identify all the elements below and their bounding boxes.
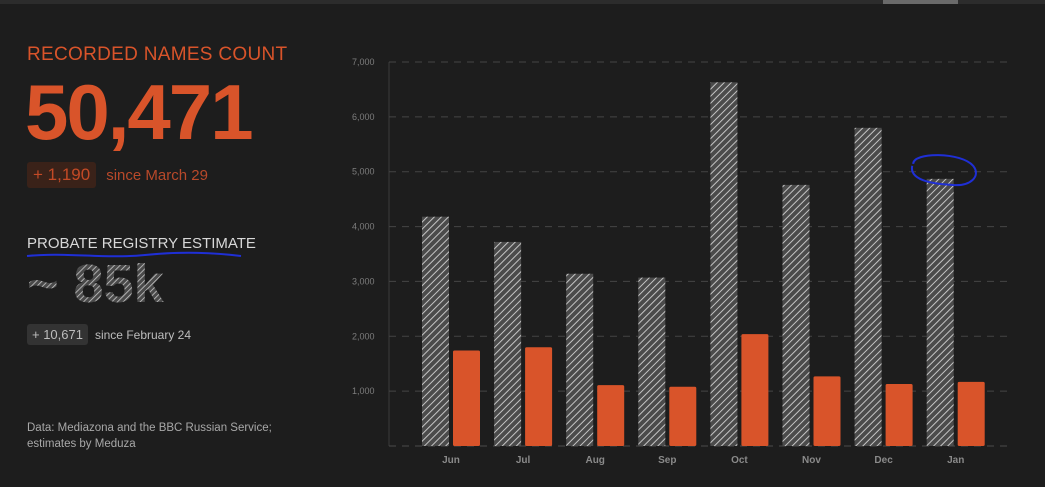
bar-solid bbox=[597, 385, 625, 446]
bar-hatched bbox=[710, 82, 738, 446]
probate-delta-row: + 10,671 since February 24 bbox=[27, 324, 191, 345]
x-tick-label: Aug bbox=[585, 455, 604, 466]
bar-solid bbox=[741, 334, 769, 446]
bar-solid bbox=[453, 350, 480, 446]
probate-delta-since: since February 24 bbox=[94, 327, 192, 342]
y-tick-label: 4,000 bbox=[352, 222, 375, 232]
bar-solid bbox=[525, 347, 553, 446]
bar-hatched bbox=[638, 277, 666, 446]
bar-hatched bbox=[422, 216, 449, 446]
bar-solid bbox=[813, 376, 841, 446]
y-tick-label: 2,000 bbox=[352, 331, 375, 341]
probate-estimate-value: ~ 85k bbox=[27, 256, 165, 314]
blue-underline-annotation bbox=[26, 251, 242, 258]
x-tick-label: Jan bbox=[947, 455, 964, 466]
y-tick-label: 6,000 bbox=[352, 112, 375, 122]
x-tick-label: Jun bbox=[442, 455, 460, 466]
top-scroll-bar bbox=[0, 0, 1045, 4]
x-tick-label: Nov bbox=[802, 455, 821, 466]
bar-hatched bbox=[854, 127, 882, 446]
chart-bars bbox=[422, 82, 985, 447]
x-tick-label: Oct bbox=[731, 455, 748, 466]
bar-solid bbox=[669, 386, 697, 446]
probate-estimate-text: ~ 85k bbox=[27, 256, 165, 314]
bar-hatched bbox=[926, 178, 954, 447]
chart-gridlines bbox=[388, 61, 1012, 447]
bar-solid bbox=[885, 384, 913, 446]
source-note: Data: Mediazona and the BBC Russian Serv… bbox=[27, 422, 272, 450]
circle-annotation bbox=[911, 154, 977, 187]
recorded-delta-badge: + 1,190 bbox=[27, 162, 97, 188]
bar-solid bbox=[957, 381, 985, 446]
probate-delta-badge: + 10,671 bbox=[27, 324, 88, 345]
bar-hatched bbox=[782, 184, 810, 446]
y-tick-label: 5,000 bbox=[352, 167, 375, 177]
chart-annotation bbox=[911, 154, 977, 187]
x-tick-label: Sep bbox=[658, 455, 676, 466]
y-tick-label: 7,000 bbox=[352, 57, 375, 67]
summary-panel: RECORDED NAMES COUNT 50,471 + 1,190 sinc… bbox=[25, 0, 317, 487]
y-tick-label: 1,000 bbox=[352, 386, 375, 396]
chart-axis-labels: 1,000 2,000 3,000 4,000 5,000 6,000 7,000 Jun Ju… bbox=[352, 57, 964, 466]
x-tick-label: Dec bbox=[874, 455, 893, 466]
recorded-delta-since: since March 29 bbox=[106, 166, 208, 184]
y-tick-label: 3,000 bbox=[352, 276, 375, 286]
recorded-delta-row: + 1,190 since March 29 bbox=[27, 162, 208, 188]
x-tick-label: Jul bbox=[516, 455, 531, 466]
bar-hatched bbox=[566, 273, 594, 446]
probate-estimate-label: PROBATE REGISTRY ESTIMATE bbox=[27, 235, 256, 252]
bar-hatched bbox=[494, 241, 522, 446]
recorded-names-count: 50,471 bbox=[25, 68, 254, 156]
scroll-progress-indicator bbox=[883, 0, 958, 4]
recorded-names-label: RECORDED NAMES COUNT bbox=[27, 44, 288, 65]
